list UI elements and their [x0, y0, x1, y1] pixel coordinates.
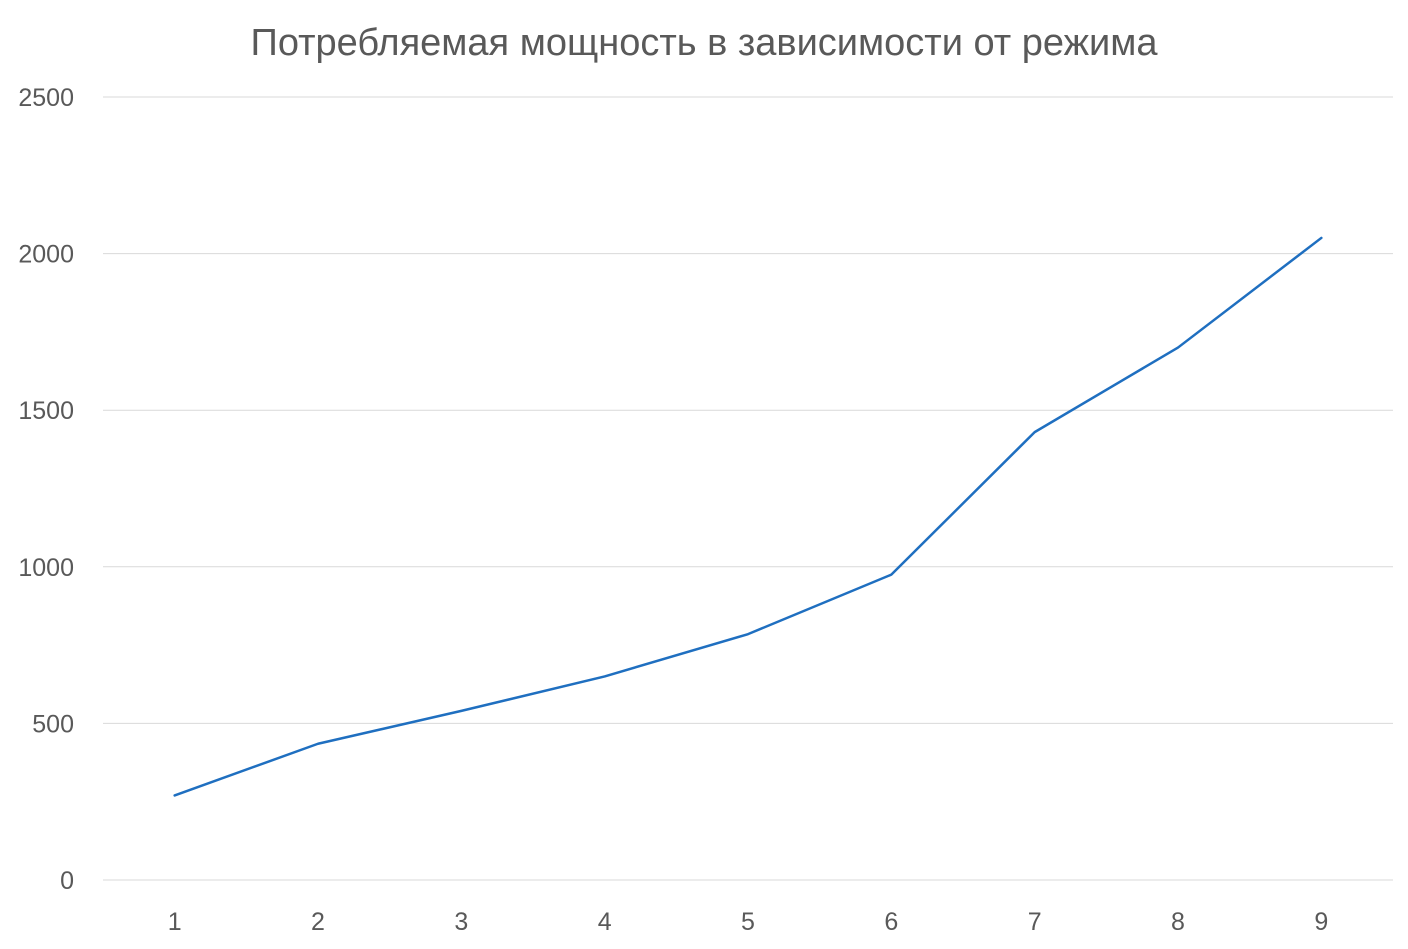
y-tick-label: 1500 [18, 397, 74, 425]
y-tick-label: 500 [32, 710, 74, 738]
y-tick-label: 1000 [18, 554, 74, 582]
x-tick-label: 7 [1028, 908, 1042, 936]
x-tick-label: 5 [741, 908, 755, 936]
y-tick-label: 0 [60, 867, 74, 895]
y-tick-label: 2000 [18, 241, 74, 269]
x-tick-label: 1 [168, 908, 182, 936]
x-tick-label: 6 [884, 908, 898, 936]
x-tick-label: 2 [311, 908, 325, 936]
x-tick-label: 8 [1171, 908, 1185, 936]
chart-title: Потребляемая мощность в зависимости от р… [251, 22, 1159, 64]
x-tick-label: 9 [1314, 908, 1328, 936]
x-tick-label: 4 [598, 908, 612, 936]
y-tick-label: 2500 [18, 84, 74, 112]
series-line [173, 236, 1323, 797]
x-tick-label: 3 [454, 908, 468, 936]
